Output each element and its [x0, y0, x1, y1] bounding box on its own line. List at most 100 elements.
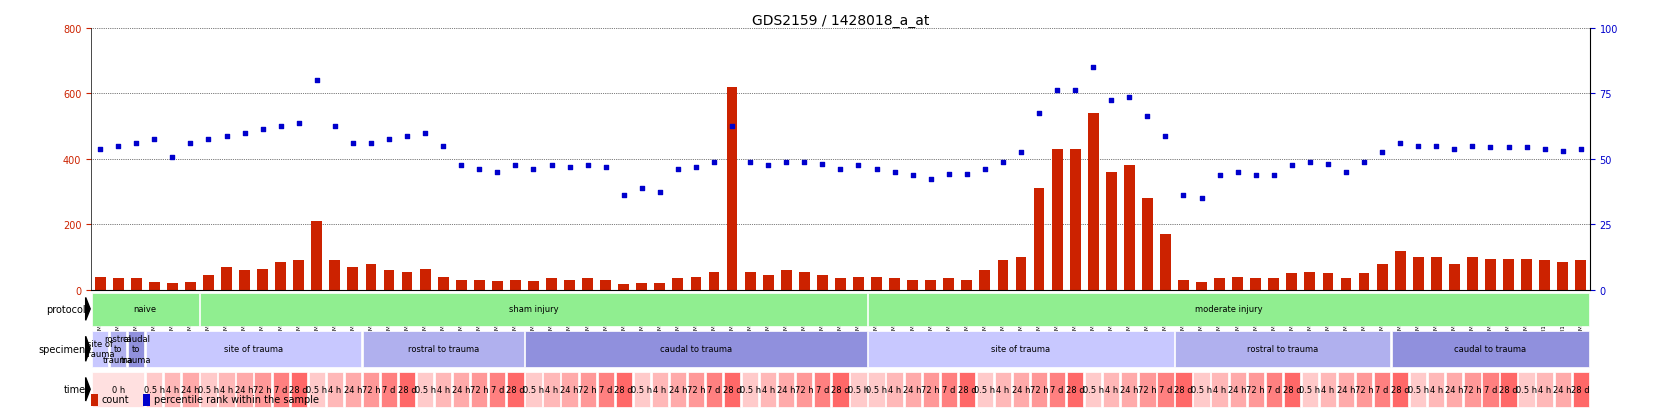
Bar	[904, 373, 920, 407]
Bar	[308, 373, 324, 407]
Bar	[362, 373, 379, 407]
Bar	[1013, 373, 1028, 407]
Polygon shape	[86, 377, 89, 401]
Bar	[185, 282, 195, 290]
Text: rostral
to
trauma: rostral to trauma	[103, 334, 134, 364]
Bar	[1228, 373, 1245, 407]
Point	[862, 166, 889, 173]
Point	[394, 133, 420, 140]
Bar	[525, 331, 866, 368]
Text: 28 d: 28 d	[831, 385, 849, 394]
Point	[611, 192, 637, 199]
Text: site of trauma: site of trauma	[991, 344, 1049, 354]
Bar	[1250, 279, 1261, 290]
Text: caudal to trauma: caudal to trauma	[1453, 344, 1526, 354]
Bar	[1031, 373, 1046, 407]
Bar	[1521, 259, 1531, 290]
Point	[1531, 147, 1557, 153]
Bar	[778, 373, 794, 407]
Bar	[93, 293, 199, 326]
Bar	[1175, 331, 1390, 368]
Text: 7 d: 7 d	[1266, 385, 1279, 394]
Point	[1387, 140, 1413, 147]
Point	[1061, 88, 1087, 94]
Point	[339, 140, 366, 147]
Bar	[1087, 114, 1097, 290]
Bar	[1124, 166, 1134, 290]
Point	[953, 171, 980, 178]
Point	[1079, 65, 1106, 71]
Bar	[472, 373, 487, 407]
Bar	[1485, 259, 1494, 290]
Bar	[1412, 257, 1423, 290]
Point	[1152, 133, 1178, 140]
Bar	[583, 279, 592, 290]
Point	[1549, 148, 1576, 154]
Point	[177, 140, 204, 147]
Bar	[885, 373, 902, 407]
Bar	[402, 272, 412, 290]
Bar	[1357, 274, 1369, 290]
Bar	[329, 261, 339, 290]
Point	[1259, 173, 1286, 179]
Text: 0.5 h: 0.5 h	[414, 385, 435, 394]
Text: 72 h: 72 h	[361, 385, 381, 394]
Text: 72 h: 72 h	[578, 385, 596, 394]
Point	[1403, 143, 1430, 150]
Text: rostral to trauma: rostral to trauma	[407, 344, 478, 354]
Text: 72 h: 72 h	[687, 385, 705, 394]
Bar	[741, 373, 758, 407]
Bar	[200, 373, 217, 407]
Bar	[597, 373, 614, 407]
Bar	[506, 373, 523, 407]
Point	[449, 163, 475, 169]
Point	[266, 123, 293, 130]
Text: 0.5 h: 0.5 h	[306, 385, 328, 394]
Bar	[1264, 373, 1281, 407]
Bar	[1392, 331, 1587, 368]
Bar	[1120, 373, 1137, 407]
Point	[232, 130, 258, 137]
Bar	[1069, 150, 1081, 290]
Bar	[546, 279, 556, 290]
Bar	[204, 275, 213, 290]
Bar	[1337, 373, 1354, 407]
Point	[1188, 195, 1215, 202]
Point	[213, 133, 240, 140]
Bar	[1518, 373, 1534, 407]
Bar	[311, 221, 323, 290]
Bar	[182, 373, 199, 407]
Bar	[852, 277, 864, 290]
Text: 72 h: 72 h	[920, 385, 940, 394]
Bar	[326, 373, 343, 407]
Text: count: count	[101, 394, 129, 404]
Text: 24 h: 24 h	[235, 385, 253, 394]
Point	[1440, 147, 1466, 153]
Bar	[1286, 274, 1296, 290]
Bar	[1537, 261, 1549, 290]
Point	[1422, 143, 1448, 150]
Bar	[1301, 373, 1317, 407]
Bar	[1392, 373, 1407, 407]
Point	[159, 154, 185, 161]
Point	[899, 173, 925, 179]
Bar	[113, 279, 124, 290]
Bar	[708, 272, 718, 290]
Bar	[1463, 373, 1480, 407]
Point	[357, 140, 384, 147]
Text: 4 h: 4 h	[1428, 385, 1442, 394]
Point	[141, 137, 167, 143]
Bar	[1051, 150, 1063, 290]
Text: 72 h: 72 h	[253, 385, 271, 394]
Bar	[417, 373, 434, 407]
Point	[629, 185, 655, 192]
Bar	[763, 275, 773, 290]
Bar	[1195, 282, 1206, 290]
Point	[430, 143, 457, 150]
Text: 7 d: 7 d	[490, 385, 503, 394]
Point	[880, 169, 907, 176]
Bar	[94, 277, 106, 290]
Bar	[636, 284, 647, 290]
Point	[520, 166, 546, 173]
Text: 28 d: 28 d	[1390, 385, 1408, 394]
